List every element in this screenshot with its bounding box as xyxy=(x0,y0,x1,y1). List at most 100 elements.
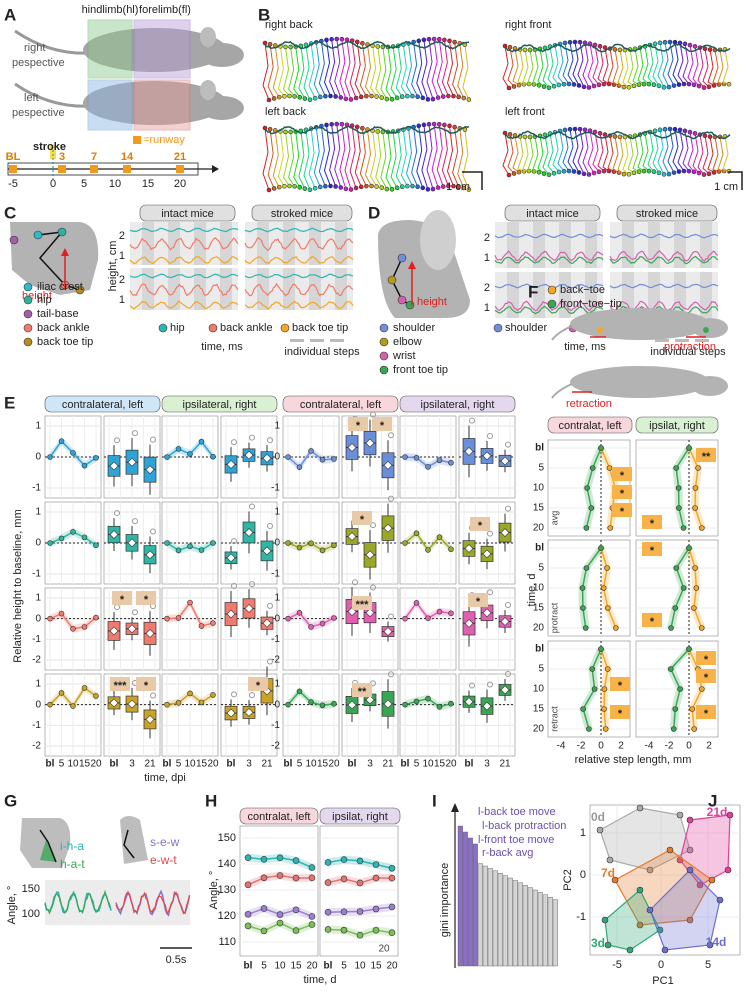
dot xyxy=(662,39,668,45)
dot xyxy=(324,122,329,128)
signif-box xyxy=(696,705,716,719)
strip-label: intact mice xyxy=(526,208,579,220)
label: l-back toe move xyxy=(478,806,556,818)
step-bar xyxy=(330,339,344,342)
label: 150 xyxy=(22,883,40,895)
stick xyxy=(344,39,352,100)
dot xyxy=(546,172,552,178)
dot xyxy=(666,171,672,177)
dot xyxy=(601,686,608,692)
label: * xyxy=(478,520,483,532)
dot xyxy=(296,544,303,551)
stick xyxy=(627,136,635,174)
dot xyxy=(339,121,345,127)
label: 1 xyxy=(119,250,125,262)
label: 15 xyxy=(533,704,545,715)
dot xyxy=(262,125,268,131)
stick xyxy=(712,49,720,85)
step-band xyxy=(309,222,321,265)
label: 20 xyxy=(174,178,186,190)
stick xyxy=(431,38,439,98)
stick xyxy=(421,39,429,100)
label: 5 xyxy=(538,664,544,675)
label: bl xyxy=(324,961,333,972)
stick xyxy=(277,46,285,97)
stick xyxy=(380,131,388,190)
label: 7d xyxy=(601,866,615,880)
label: *** xyxy=(356,599,370,611)
dot xyxy=(577,126,583,132)
outlier xyxy=(388,613,394,620)
outlier xyxy=(114,510,120,517)
dot xyxy=(586,726,592,732)
bar xyxy=(522,885,528,967)
label: 15 xyxy=(196,759,208,770)
label: left back xyxy=(265,106,306,118)
label: * xyxy=(618,680,623,692)
dot xyxy=(421,37,427,43)
mean-diamond xyxy=(226,609,236,619)
outlier xyxy=(150,528,156,535)
stick xyxy=(441,39,449,97)
dot xyxy=(426,36,432,42)
dot xyxy=(522,134,528,140)
dot xyxy=(676,169,682,174)
outlier xyxy=(267,523,273,530)
dot xyxy=(394,95,400,101)
stick xyxy=(329,124,337,187)
dot xyxy=(436,457,443,464)
dot xyxy=(331,615,337,621)
label: 15 xyxy=(142,178,154,190)
dot xyxy=(58,610,65,617)
dot xyxy=(292,184,297,189)
label: 3 xyxy=(59,151,65,163)
mean-diamond xyxy=(145,714,155,724)
mean-diamond xyxy=(500,617,510,626)
stick xyxy=(400,129,408,187)
stick xyxy=(717,49,725,85)
dot xyxy=(591,83,597,89)
label: 21 xyxy=(174,151,186,163)
stick xyxy=(607,48,615,86)
label: bl xyxy=(401,759,410,770)
dot xyxy=(425,187,431,192)
stick xyxy=(547,133,555,174)
mouse-tail xyxy=(551,325,573,341)
trace xyxy=(494,305,604,315)
strip xyxy=(239,807,319,825)
label: * xyxy=(650,518,655,530)
stick xyxy=(707,49,715,86)
label: 120 xyxy=(218,910,236,922)
stick xyxy=(267,44,275,99)
label: 5 xyxy=(297,759,303,770)
dot xyxy=(677,686,683,692)
step-band xyxy=(700,272,712,318)
dot xyxy=(576,83,582,88)
dot xyxy=(297,184,303,190)
stick xyxy=(602,134,610,172)
dot xyxy=(651,82,657,88)
timeline-box xyxy=(7,162,199,176)
bar xyxy=(457,825,463,967)
label: * xyxy=(620,488,625,500)
stick xyxy=(375,46,383,98)
trace xyxy=(609,250,719,262)
dot xyxy=(319,702,326,709)
label: right front xyxy=(505,19,551,31)
dot xyxy=(580,605,586,611)
dot xyxy=(276,854,284,862)
label: relative step length, mm xyxy=(575,754,692,766)
dot xyxy=(58,438,65,444)
label: bl xyxy=(535,644,544,655)
label: 7 xyxy=(91,151,97,163)
label: ** xyxy=(702,451,711,463)
step-band xyxy=(257,268,269,310)
label: 3 xyxy=(246,759,252,770)
dot xyxy=(288,44,293,50)
stick xyxy=(400,44,408,97)
label: bl xyxy=(535,443,544,454)
outlier xyxy=(388,671,394,678)
dot xyxy=(547,299,557,309)
step-band xyxy=(142,268,154,310)
